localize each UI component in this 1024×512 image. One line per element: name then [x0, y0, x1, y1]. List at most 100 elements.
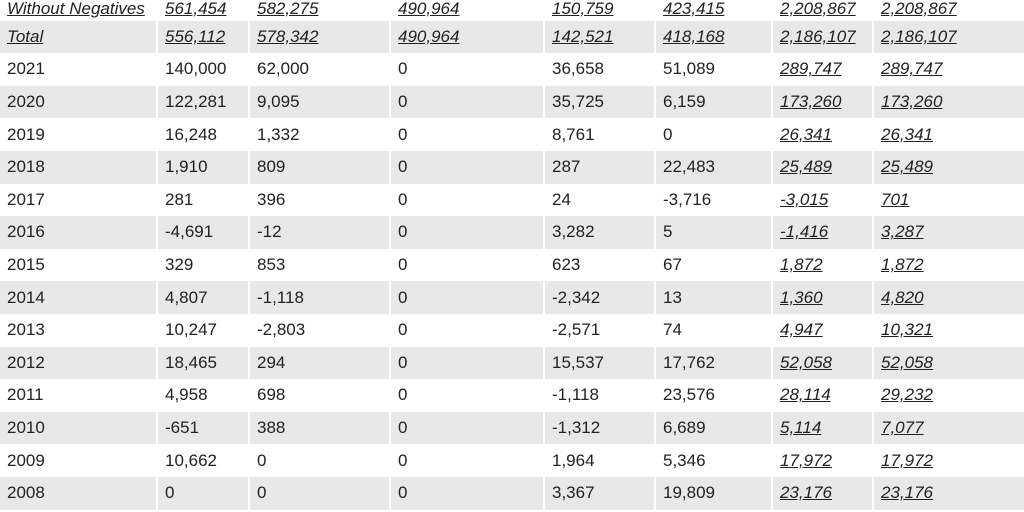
value-cell: 36,658 [544, 53, 656, 86]
year-cell: 2011 [0, 379, 158, 412]
year-cell: 2018 [0, 150, 158, 184]
value-cell: 8,761 [544, 118, 656, 151]
value-cell: -3,015 [772, 183, 874, 217]
year-cell: 2020 [0, 85, 158, 119]
value-cell: 26,341 [881, 124, 933, 144]
value-cell: 4,820 [873, 281, 1024, 314]
value-cell: 0 [157, 476, 250, 510]
value-cell: 2,186,107 [873, 20, 1024, 54]
value-cell: 7,077 [873, 411, 1024, 445]
table-row: 2015 329 853 0 623 67 1,872 1,872 [0, 248, 1024, 282]
value-cell: 418,168 [655, 20, 773, 54]
value-cell: 15,537 [544, 346, 656, 380]
value-cell: 17,972 [772, 444, 874, 477]
value-cell: 809 [249, 150, 391, 184]
value-cell: 25,489 [772, 150, 874, 184]
value-cell: 173,260 [873, 85, 1024, 119]
value-cell: -2,342 [544, 281, 656, 314]
table-row: 2011 4,958 698 0 -1,118 23,576 28,114 29,232 [0, 379, 1024, 412]
value-cell: 2,186,107 [772, 20, 874, 54]
value-cell: 329 [157, 248, 250, 282]
table-row: 2009 10,662 0 0 1,964 5,346 17,972 17,972 [0, 444, 1024, 477]
value-cell: 23,576 [655, 379, 773, 412]
value-cell: 0 [390, 53, 545, 86]
value-cell: 0 [655, 118, 773, 151]
table-row: 2018 1,910 809 0 287 22,483 25,489 25,489 [0, 150, 1024, 184]
value-cell: 17,762 [655, 346, 773, 380]
year-cell: 2019 [0, 118, 158, 151]
value-cell: 289,747 [881, 59, 943, 79]
value-cell: -3,716 [655, 183, 773, 217]
year-cell: 2008 [0, 476, 158, 510]
value-cell: 26,341 [772, 118, 874, 151]
value-cell: 35,725 [544, 85, 656, 119]
value-cell: 0 [390, 248, 545, 282]
value-cell: 122,281 [157, 85, 250, 119]
value-cell: -4,691 [157, 216, 250, 249]
table-row: 2008 0 0 0 3,367 19,809 23,176 23,176 [0, 476, 1024, 510]
value-cell: 17,972 [881, 450, 933, 470]
value-cell: 578,342 [249, 20, 391, 54]
value-cell: 2,208,867 [881, 0, 957, 18]
value-cell: 140,000 [157, 53, 250, 86]
value-cell: 0 [249, 444, 391, 477]
value-cell: -1,312 [544, 411, 656, 445]
value-cell: 0 [390, 118, 545, 151]
value-cell: 281 [157, 183, 250, 217]
year-cell: 2013 [0, 313, 158, 347]
value-cell: 0 [390, 476, 545, 510]
value-cell: 0 [390, 150, 545, 184]
value-cell: 25,489 [873, 150, 1024, 184]
value-cell: 74 [655, 313, 773, 347]
row-label: Without Negatives [0, 0, 158, 21]
value-cell: 5 [655, 216, 773, 249]
value-cell: 0 [390, 216, 545, 249]
value-cell: 287 [544, 150, 656, 184]
value-cell: 10,247 [157, 313, 250, 347]
value-cell: 173,260 [772, 85, 874, 119]
value-cell: 698 [249, 379, 391, 412]
value-cell: -1,118 [544, 379, 656, 412]
table-row: 2019 16,248 1,332 0 8,761 0 26,341 26,341 [0, 118, 1024, 151]
value-cell: 0 [390, 183, 545, 217]
value-cell: 4,807 [157, 281, 250, 314]
value-cell: 289,747 [772, 53, 874, 86]
value-cell: 52,058 [772, 346, 874, 380]
value-cell: 3,282 [544, 216, 656, 249]
value-cell: 23,176 [772, 476, 874, 510]
value-cell: 62,000 [249, 53, 391, 86]
value-cell: 13 [655, 281, 773, 314]
value-cell: 0 [390, 313, 545, 347]
value-cell: 1,910 [157, 150, 250, 184]
year-cell: 2009 [0, 444, 158, 477]
table-row: 2010 -651 388 0 -1,312 6,689 5,114 7,077 [0, 411, 1024, 445]
value-cell: 0 [390, 85, 545, 119]
table-row: 2020 122,281 9,095 0 35,725 6,159 173,260 173,2… [0, 85, 1024, 119]
year-cell: 2021 [0, 53, 158, 86]
value-cell: 1,360 [772, 281, 874, 314]
value-cell: 1,872 [881, 255, 924, 275]
value-cell: -12 [249, 216, 391, 249]
value-cell: 853 [249, 248, 391, 282]
year-cell: 2012 [0, 346, 158, 380]
table-row: 2013 10,247 -2,803 0 -2,571 74 4,947 10,321 [0, 313, 1024, 347]
value-cell: -2,803 [249, 313, 391, 347]
value-cell: 1,872 [772, 248, 874, 282]
value-cell: 0 [390, 346, 545, 380]
value-cell: 0 [390, 379, 545, 412]
value-cell: 6,689 [655, 411, 773, 445]
value-cell: 396 [249, 183, 391, 217]
row-label: Total [0, 20, 158, 54]
table-row: 2016 -4,691 -12 0 3,282 5 -1,416 3,287 [0, 216, 1024, 249]
table-row: 2021 140,000 62,000 0 36,658 51,089 289,747 289… [0, 53, 1024, 86]
value-cell: 623 [544, 248, 656, 282]
value-cell: 6,159 [655, 85, 773, 119]
summary-row: Without Negatives 561,454 582,275 490,964 15… [0, 0, 1024, 21]
value-cell: 18,465 [157, 346, 250, 380]
value-cell: 22,483 [655, 150, 773, 184]
value-cell: 490,964 [390, 20, 545, 54]
value-cell: 142,521 [544, 20, 656, 54]
value-cell: 1,332 [249, 118, 391, 151]
